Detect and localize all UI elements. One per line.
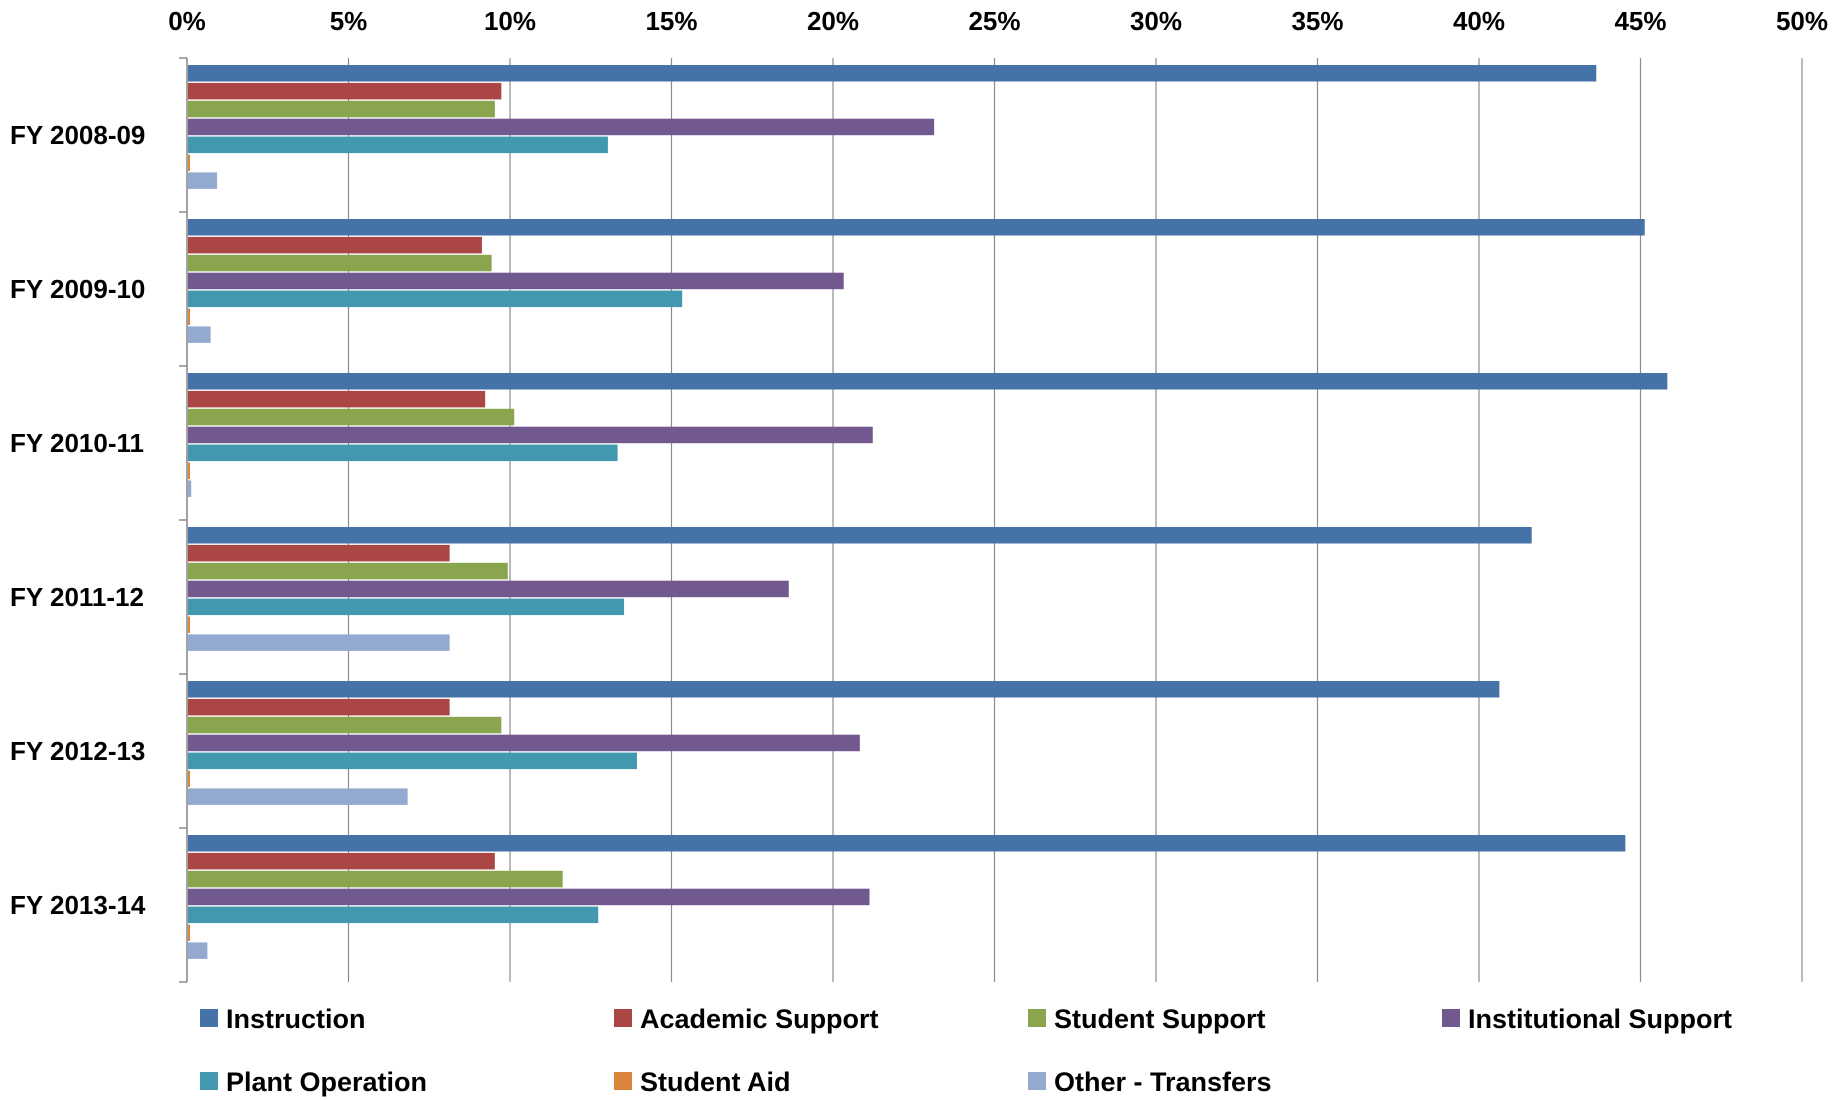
bar xyxy=(188,462,190,479)
bar xyxy=(188,100,495,118)
bar xyxy=(188,770,190,787)
legend-swatch xyxy=(614,1009,632,1027)
bar xyxy=(188,326,211,343)
bar xyxy=(188,118,935,136)
bar xyxy=(188,698,450,716)
legend-label: Student Aid xyxy=(640,1067,790,1097)
x-tick-label: 45% xyxy=(1614,6,1666,36)
bar xyxy=(188,734,860,752)
x-tick-label: 50% xyxy=(1776,6,1828,36)
bar xyxy=(188,870,563,888)
category-label: FY 2012-13 xyxy=(10,736,145,766)
bar xyxy=(188,852,495,870)
legend-swatch xyxy=(200,1009,218,1027)
bar xyxy=(188,616,190,633)
bar xyxy=(188,236,482,254)
category-label: FY 2010-11 xyxy=(10,428,144,458)
legend: Instruction Academic Support Student Suppo… xyxy=(200,1004,1732,1097)
bar xyxy=(188,924,190,941)
bar xyxy=(188,444,618,462)
bar xyxy=(188,634,450,651)
bar xyxy=(188,426,873,444)
x-tick-label: 15% xyxy=(645,6,697,36)
bar xyxy=(188,906,599,924)
legend-label: Other - Transfers xyxy=(1054,1067,1272,1097)
bar xyxy=(188,562,508,580)
legend-swatch xyxy=(200,1072,218,1090)
category-label: FY 2009-10 xyxy=(10,274,145,304)
x-tick-label: 20% xyxy=(807,6,859,36)
y-axis xyxy=(179,57,188,983)
bar xyxy=(188,527,1532,544)
legend-label: Academic Support xyxy=(640,1004,879,1034)
legend-swatch xyxy=(1442,1009,1460,1027)
bars xyxy=(188,65,1668,959)
x-tick-label: 30% xyxy=(1130,6,1182,36)
bar xyxy=(188,136,608,154)
category-labels: FY 2008-09 FY 2009-10 FY 2010-11 FY 2011-12… xyxy=(10,120,146,920)
category-label: FY 2008-09 xyxy=(10,120,145,150)
bar xyxy=(188,788,408,805)
bar xyxy=(188,308,190,325)
bar xyxy=(188,65,1597,82)
legend-swatch xyxy=(1028,1009,1046,1027)
bar xyxy=(188,172,218,189)
bar xyxy=(188,219,1645,236)
bar xyxy=(188,390,486,408)
category-label: FY 2013-14 xyxy=(10,890,146,920)
legend-label: Student Support xyxy=(1054,1004,1265,1034)
bar xyxy=(188,408,515,426)
bar xyxy=(188,888,870,906)
category-label: FY 2011-12 xyxy=(10,582,144,612)
legend-swatch xyxy=(614,1072,632,1090)
bar xyxy=(188,598,625,616)
bar xyxy=(188,82,502,100)
bar xyxy=(188,835,1626,852)
x-tick-label: 10% xyxy=(484,6,536,36)
bar xyxy=(188,752,637,770)
bar xyxy=(188,716,502,734)
bar xyxy=(188,254,492,272)
x-tick-label: 35% xyxy=(1291,6,1343,36)
x-tick-label: 40% xyxy=(1453,6,1505,36)
bar xyxy=(188,480,192,497)
bar xyxy=(188,290,683,308)
x-tick-label: 0% xyxy=(168,6,206,36)
bar xyxy=(188,373,1668,390)
bar xyxy=(188,681,1500,698)
legend-label: Instruction xyxy=(226,1004,366,1034)
x-tick-label: 5% xyxy=(330,6,368,36)
bar xyxy=(188,580,789,598)
bar xyxy=(188,272,844,290)
x-axis-ticks: 0% 5% 10% 15% 20% 25% 30% 35% 40% 45% 50% xyxy=(168,6,1828,36)
legend-label: Plant Operation xyxy=(226,1067,427,1097)
bar xyxy=(188,942,208,959)
legend-swatch xyxy=(1028,1072,1046,1090)
x-tick-label: 25% xyxy=(968,6,1020,36)
bar xyxy=(188,544,450,562)
gridlines xyxy=(186,58,1803,982)
legend-label: Institutional Support xyxy=(1468,1004,1732,1034)
bar xyxy=(188,154,190,171)
